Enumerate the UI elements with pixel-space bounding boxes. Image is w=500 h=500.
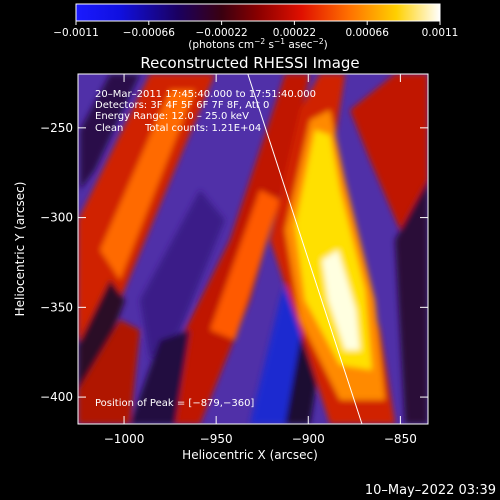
peak-position-text: Position of Peak = [−879,−360]	[95, 398, 254, 409]
y-axis-label: Heliocentric Y (arcsec)	[13, 182, 27, 317]
colorbar: −0.0011 −0.00066 −0.00022 0.00022 0.00066 0.0…	[53, 3, 458, 51]
x-tick-label: −900	[292, 432, 325, 446]
band-purple-mid	[140, 190, 225, 360]
footer-date: 10–May–2022 03:39	[365, 483, 496, 498]
y-tick-label: −300	[40, 211, 73, 225]
band-dark-right	[395, 180, 428, 424]
y-tick-label: −400	[40, 390, 73, 404]
band-dark-2	[78, 280, 125, 395]
band-red-right	[350, 74, 428, 230]
colorbar-tick-label: 0.0011	[422, 27, 459, 39]
colorbar-tick-label: 0.00066	[345, 27, 389, 39]
y-axis-ticks: −250 −300 −350 −400	[40, 121, 428, 404]
colorbar-tick-label: 0.00022	[273, 27, 316, 39]
colorbar-gradient	[75, 3, 441, 22]
band-red-lower-left	[78, 320, 140, 424]
clean-label: Clean	[95, 123, 123, 134]
band-white-peak	[322, 250, 360, 350]
colorbar-tick-label: −0.00022	[195, 27, 247, 39]
x-tick-label: −1000	[104, 432, 145, 446]
colorbar-units: (photons cm−2 s−1 asec−2)	[188, 37, 327, 51]
x-axis-ticks: −1000 −950 −900 −850	[104, 74, 417, 446]
colorbar-tick-label: −0.00066	[123, 27, 176, 39]
detectors-text: Detectors: 3F 4F 5F 6F 7F 8F, Att 0	[95, 100, 269, 111]
y-tick-label: −350	[40, 300, 73, 314]
time-range-text: 20–Mar–2011 17:45:40.000 to 17:51:40.000	[95, 89, 316, 100]
x-tick-label: −850	[384, 432, 417, 446]
annotations: 20–Mar–2011 17:45:40.000 to 17:51:40.000…	[95, 89, 316, 409]
colorbar-tick-label: −0.0011	[53, 27, 99, 39]
y-tick-label: −250	[40, 121, 73, 135]
plot-area	[78, 74, 428, 424]
band-dark-lower	[130, 330, 190, 424]
solar-limb-line	[247, 74, 363, 424]
plot-frame	[77, 73, 429, 425]
total-counts-text: Total counts: 1.21E+04	[144, 123, 261, 134]
band-red-2	[150, 74, 310, 424]
x-axis-label: Heliocentric X (arcsec)	[182, 448, 318, 462]
band-orange-1	[100, 90, 195, 280]
energy-range-text: Energy Range: 12.0 – 25.0 keV	[95, 111, 249, 122]
colorbar-ticks: −0.0011 −0.00066 −0.00022 0.00022 0.00066 0.0…	[53, 21, 458, 39]
band-dark-1	[80, 74, 140, 190]
band-orange-2	[210, 190, 280, 340]
x-tick-label: −950	[200, 432, 233, 446]
chart-title: Reconstructed RHESSI Image	[140, 54, 359, 72]
